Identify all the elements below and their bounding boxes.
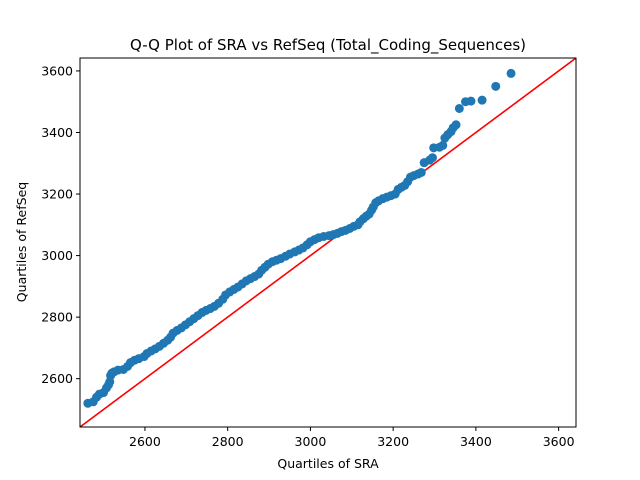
- y-tick-label: 3600: [41, 63, 73, 78]
- y-axis-label: Quartiles of RefSeq: [14, 182, 29, 302]
- x-tick-label: 3600: [543, 434, 575, 449]
- data-point: [477, 95, 487, 105]
- x-tick-label: 2800: [212, 434, 244, 449]
- x-axis: 2600 2800 3000 3200 3400 3600: [129, 427, 575, 449]
- data-point: [438, 140, 448, 150]
- plot-frame: [79, 57, 577, 428]
- y-tick-label: 3200: [41, 187, 73, 202]
- reference-line: [80, 58, 576, 427]
- data-points: [83, 68, 516, 408]
- data-point: [451, 120, 461, 130]
- y-tick-label: 2600: [41, 371, 73, 386]
- y-tick-label: 3400: [41, 125, 73, 140]
- y-tick-label: 2800: [41, 310, 73, 325]
- reference-line-layer: [80, 58, 576, 427]
- y-axis: 2600 2800 3000 3200 3400 3600: [41, 63, 80, 386]
- data-point: [416, 167, 426, 177]
- data-point: [466, 96, 476, 106]
- chart-title: Q-Q Plot of SRA vs RefSeq (Total_Coding_…: [130, 36, 526, 55]
- data-point: [506, 68, 516, 78]
- x-tick-label: 3200: [377, 434, 409, 449]
- data-point: [491, 81, 501, 91]
- data-point: [427, 153, 437, 163]
- x-tick-label: 3000: [295, 434, 327, 449]
- data-point: [454, 103, 464, 113]
- x-tick-label: 2600: [129, 434, 161, 449]
- x-tick-label: 3400: [460, 434, 492, 449]
- x-axis-label: Quartiles of SRA: [277, 456, 379, 471]
- y-tick-label: 3000: [41, 248, 73, 263]
